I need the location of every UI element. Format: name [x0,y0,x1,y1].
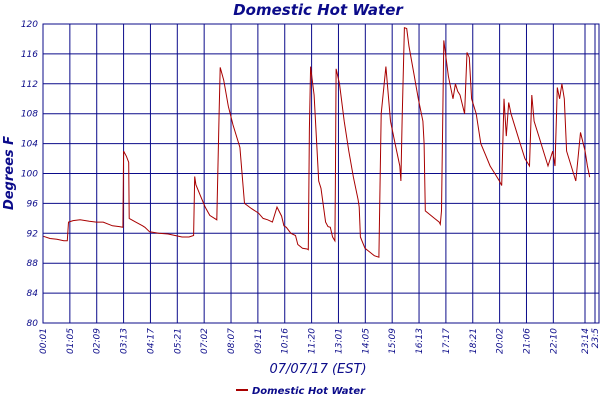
y-tick-label: 100 [21,170,38,180]
x-tick-label: 22:10 [549,328,559,354]
x-tick-label: 09:11 [254,328,264,354]
x-tick-label: 21:06 [522,328,532,354]
x-tick-label: 10:16 [281,328,291,354]
x-tick-label: 16:13 [415,328,425,354]
y-tick-label: 84 [27,289,39,299]
x-tick-label: 08:07 [227,328,237,354]
series-line-domestic-hot-water [43,27,591,258]
x-tick-label: 05:21 [173,328,183,354]
y-tick-label: 96 [27,199,39,209]
x-tick-label: 03:13 [120,328,130,354]
x-tick-label: 04:17 [146,328,156,354]
x-tick-label: 17:17 [442,328,452,354]
x-tick-label: 20:02 [496,328,506,354]
x-tick-label: 01:05 [66,328,76,354]
y-axis-label: Degrees F [2,136,17,210]
y-tick-label: 120 [21,20,38,30]
y-tick-label: 88 [27,259,39,269]
x-tick-label: 00:01 [39,328,49,354]
x-tick-label: 14:05 [361,328,371,354]
grid [42,23,600,324]
y-tick-label: 108 [21,110,38,120]
legend: Domestic Hot Water [236,386,366,397]
y-tick-labels: 80 84 88 92 96 100 104 108 112 116 120 [21,20,38,329]
x-tick-label: 23:5 [591,328,600,348]
y-tick-label: 112 [21,80,38,90]
y-tick-label: 116 [21,50,38,60]
x-tick-label: 02:09 [93,328,103,354]
x-tick-label: 15:09 [388,328,398,354]
y-tick-label: 80 [27,319,39,329]
chart-title: Domestic Hot Water [233,1,404,19]
y-tick-label: 92 [27,229,39,239]
x-tick-label: 11:20 [308,328,318,354]
x-tick-label: 23:14 [581,328,591,354]
x-tick-label: 18:21 [469,328,479,354]
legend-label: Domestic Hot Water [252,386,366,397]
x-tick-labels: 00:01 01:05 02:09 03:13 04:17 05:21 07:02 08:07… [39,328,600,354]
y-tick-label: 104 [21,140,38,150]
x-axis-label: 07/07/17 (EST) [269,362,366,377]
x-tick-label: 07:02 [200,328,210,354]
x-tick-label: 13:01 [334,328,344,354]
